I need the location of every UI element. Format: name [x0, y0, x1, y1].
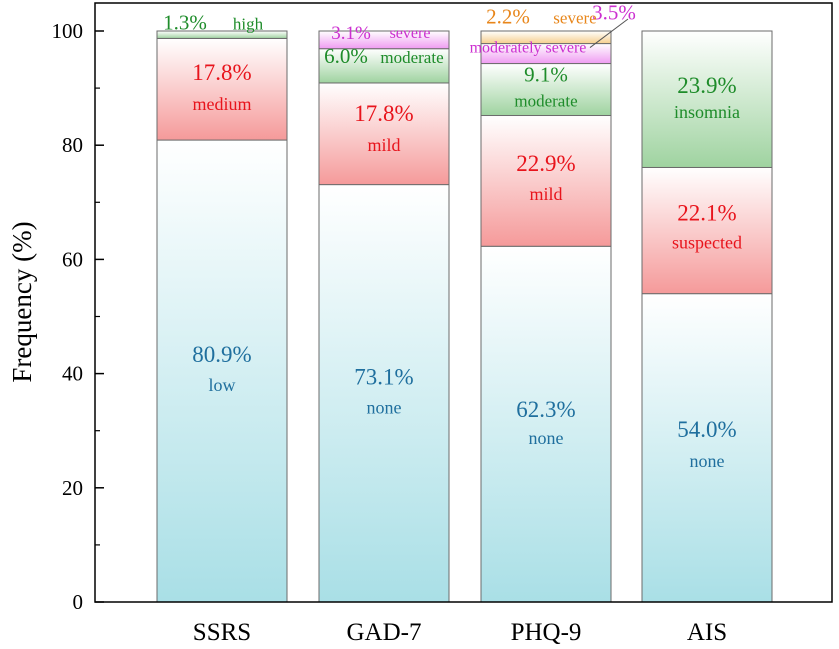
- data-label-category: suspected: [672, 233, 742, 253]
- data-label-value: 1.3%: [163, 11, 207, 35]
- data-label-category: moderate: [380, 48, 443, 67]
- y-tick-label: 60: [62, 247, 83, 271]
- data-label-category: mild: [367, 135, 400, 155]
- data-label-value: 23.9%: [677, 73, 736, 98]
- x-tick-label: AIS: [687, 619, 727, 646]
- bar-segment-ssrs-medium: [156, 37, 288, 141]
- data-label-value: 73.1%: [354, 364, 413, 389]
- axis-layer: SSRS GAD-7 PHQ-9 AIS 0 20 40 60 80 100: [52, 19, 728, 646]
- data-label-value: 6.0%: [324, 44, 368, 68]
- data-label-value: 17.8%: [354, 101, 413, 126]
- data-label-category: severe: [553, 8, 596, 27]
- data-label-value: 22.9%: [516, 151, 575, 176]
- bars-layer: [156, 30, 773, 603]
- bar-segment-gad-7-none: [318, 184, 450, 603]
- leader-line: [589, 18, 629, 48]
- data-label-value: 62.3%: [516, 397, 575, 422]
- bar-segment-phq-9-mild: [480, 115, 612, 247]
- bar-segment-ais-none: [641, 293, 773, 603]
- data-label-category: none: [690, 451, 725, 471]
- x-tick-label: GAD-7: [347, 619, 422, 646]
- data-label-category: low: [209, 375, 236, 395]
- data-label-category: none: [529, 428, 564, 448]
- data-label-category: high: [233, 15, 264, 34]
- data-label-category: none: [367, 397, 402, 417]
- data-label-value: 3.1%: [331, 23, 371, 44]
- bar-segment-ssrs-low: [156, 139, 288, 603]
- y-tick-label: 20: [62, 476, 83, 500]
- data-label-category: severe: [390, 25, 431, 42]
- data-label-category: mild: [529, 184, 562, 204]
- y-axis-label: Frequency (%): [7, 221, 37, 382]
- bar-segment-ais-insomnia: [641, 30, 773, 168]
- data-label-value: 9.1%: [524, 63, 568, 87]
- data-label-category: medium: [193, 94, 252, 114]
- bar-segment-phq-9-none: [480, 245, 612, 603]
- data-label-value: 54.0%: [677, 417, 736, 442]
- data-label-category: insomnia: [674, 102, 740, 122]
- labels-layer: 80.9% low 17.8% medium 1.3% high 73.1% none 17.8…: [163, 1, 742, 471]
- data-label-category: moderate: [514, 92, 577, 111]
- x-tick-label: SSRS: [193, 619, 251, 646]
- bar-segment-ssrs-high: [156, 30, 288, 39]
- y-tick-label: 40: [62, 362, 83, 386]
- data-label-value: 17.8%: [192, 60, 251, 85]
- y-tick-label: 0: [73, 590, 84, 614]
- plot-frame: [94, 2, 833, 603]
- data-label-value: 80.9%: [192, 342, 251, 367]
- data-label-value: 22.1%: [677, 201, 736, 226]
- data-label-value: 3.5%: [592, 1, 636, 25]
- y-tick-label: 100: [52, 19, 84, 43]
- data-label-value: 2.2%: [486, 4, 530, 28]
- bar-segment-gad-7-severe: [318, 30, 450, 50]
- bar-segment-ais-suspected: [641, 166, 773, 295]
- bar-segment-phq-9-severe: [480, 30, 612, 45]
- x-tick-label: PHQ-9: [511, 619, 582, 646]
- bar-segment-gad-7-mild: [318, 82, 450, 186]
- data-label-category: moderately severe: [470, 40, 587, 57]
- y-tick-label: 80: [62, 133, 83, 157]
